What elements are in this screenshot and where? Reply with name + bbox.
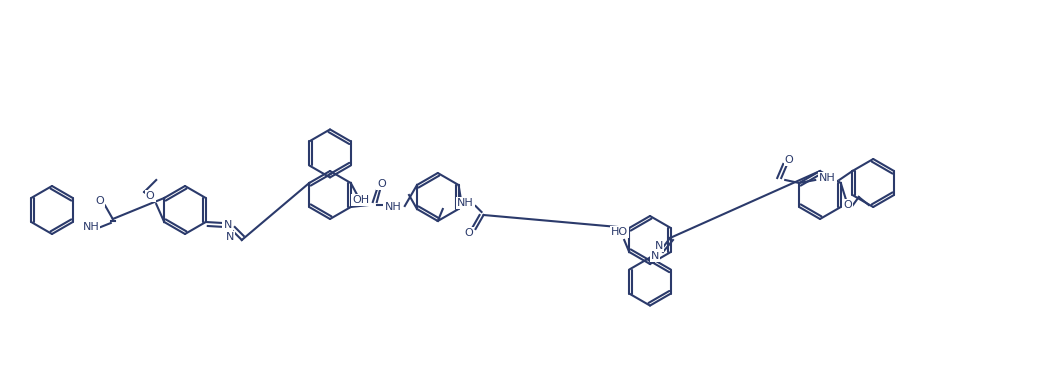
Text: NH: NH: [819, 173, 836, 183]
Text: NH: NH: [457, 198, 474, 208]
Text: N: N: [224, 220, 232, 230]
Text: O: O: [784, 155, 794, 165]
Text: NH: NH: [385, 202, 402, 212]
Text: O: O: [464, 228, 473, 238]
Text: O: O: [95, 196, 105, 206]
Text: O: O: [378, 179, 386, 189]
Text: N: N: [651, 251, 659, 261]
Text: OH: OH: [353, 195, 369, 205]
Text: HO: HO: [611, 227, 628, 237]
Text: N: N: [655, 241, 663, 251]
Text: O: O: [843, 200, 852, 210]
Text: N: N: [226, 232, 234, 242]
Text: NH: NH: [83, 222, 99, 232]
Text: O: O: [145, 191, 155, 201]
